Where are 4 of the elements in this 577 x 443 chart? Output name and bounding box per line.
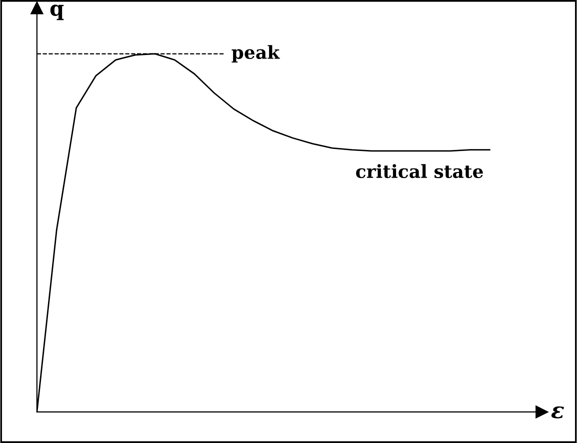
- ref-line-label: peak: [232, 45, 280, 63]
- x-axis-title: ε: [551, 406, 564, 418]
- annotation: critical state: [356, 164, 483, 178]
- y-axis-title: q: [50, 4, 64, 20]
